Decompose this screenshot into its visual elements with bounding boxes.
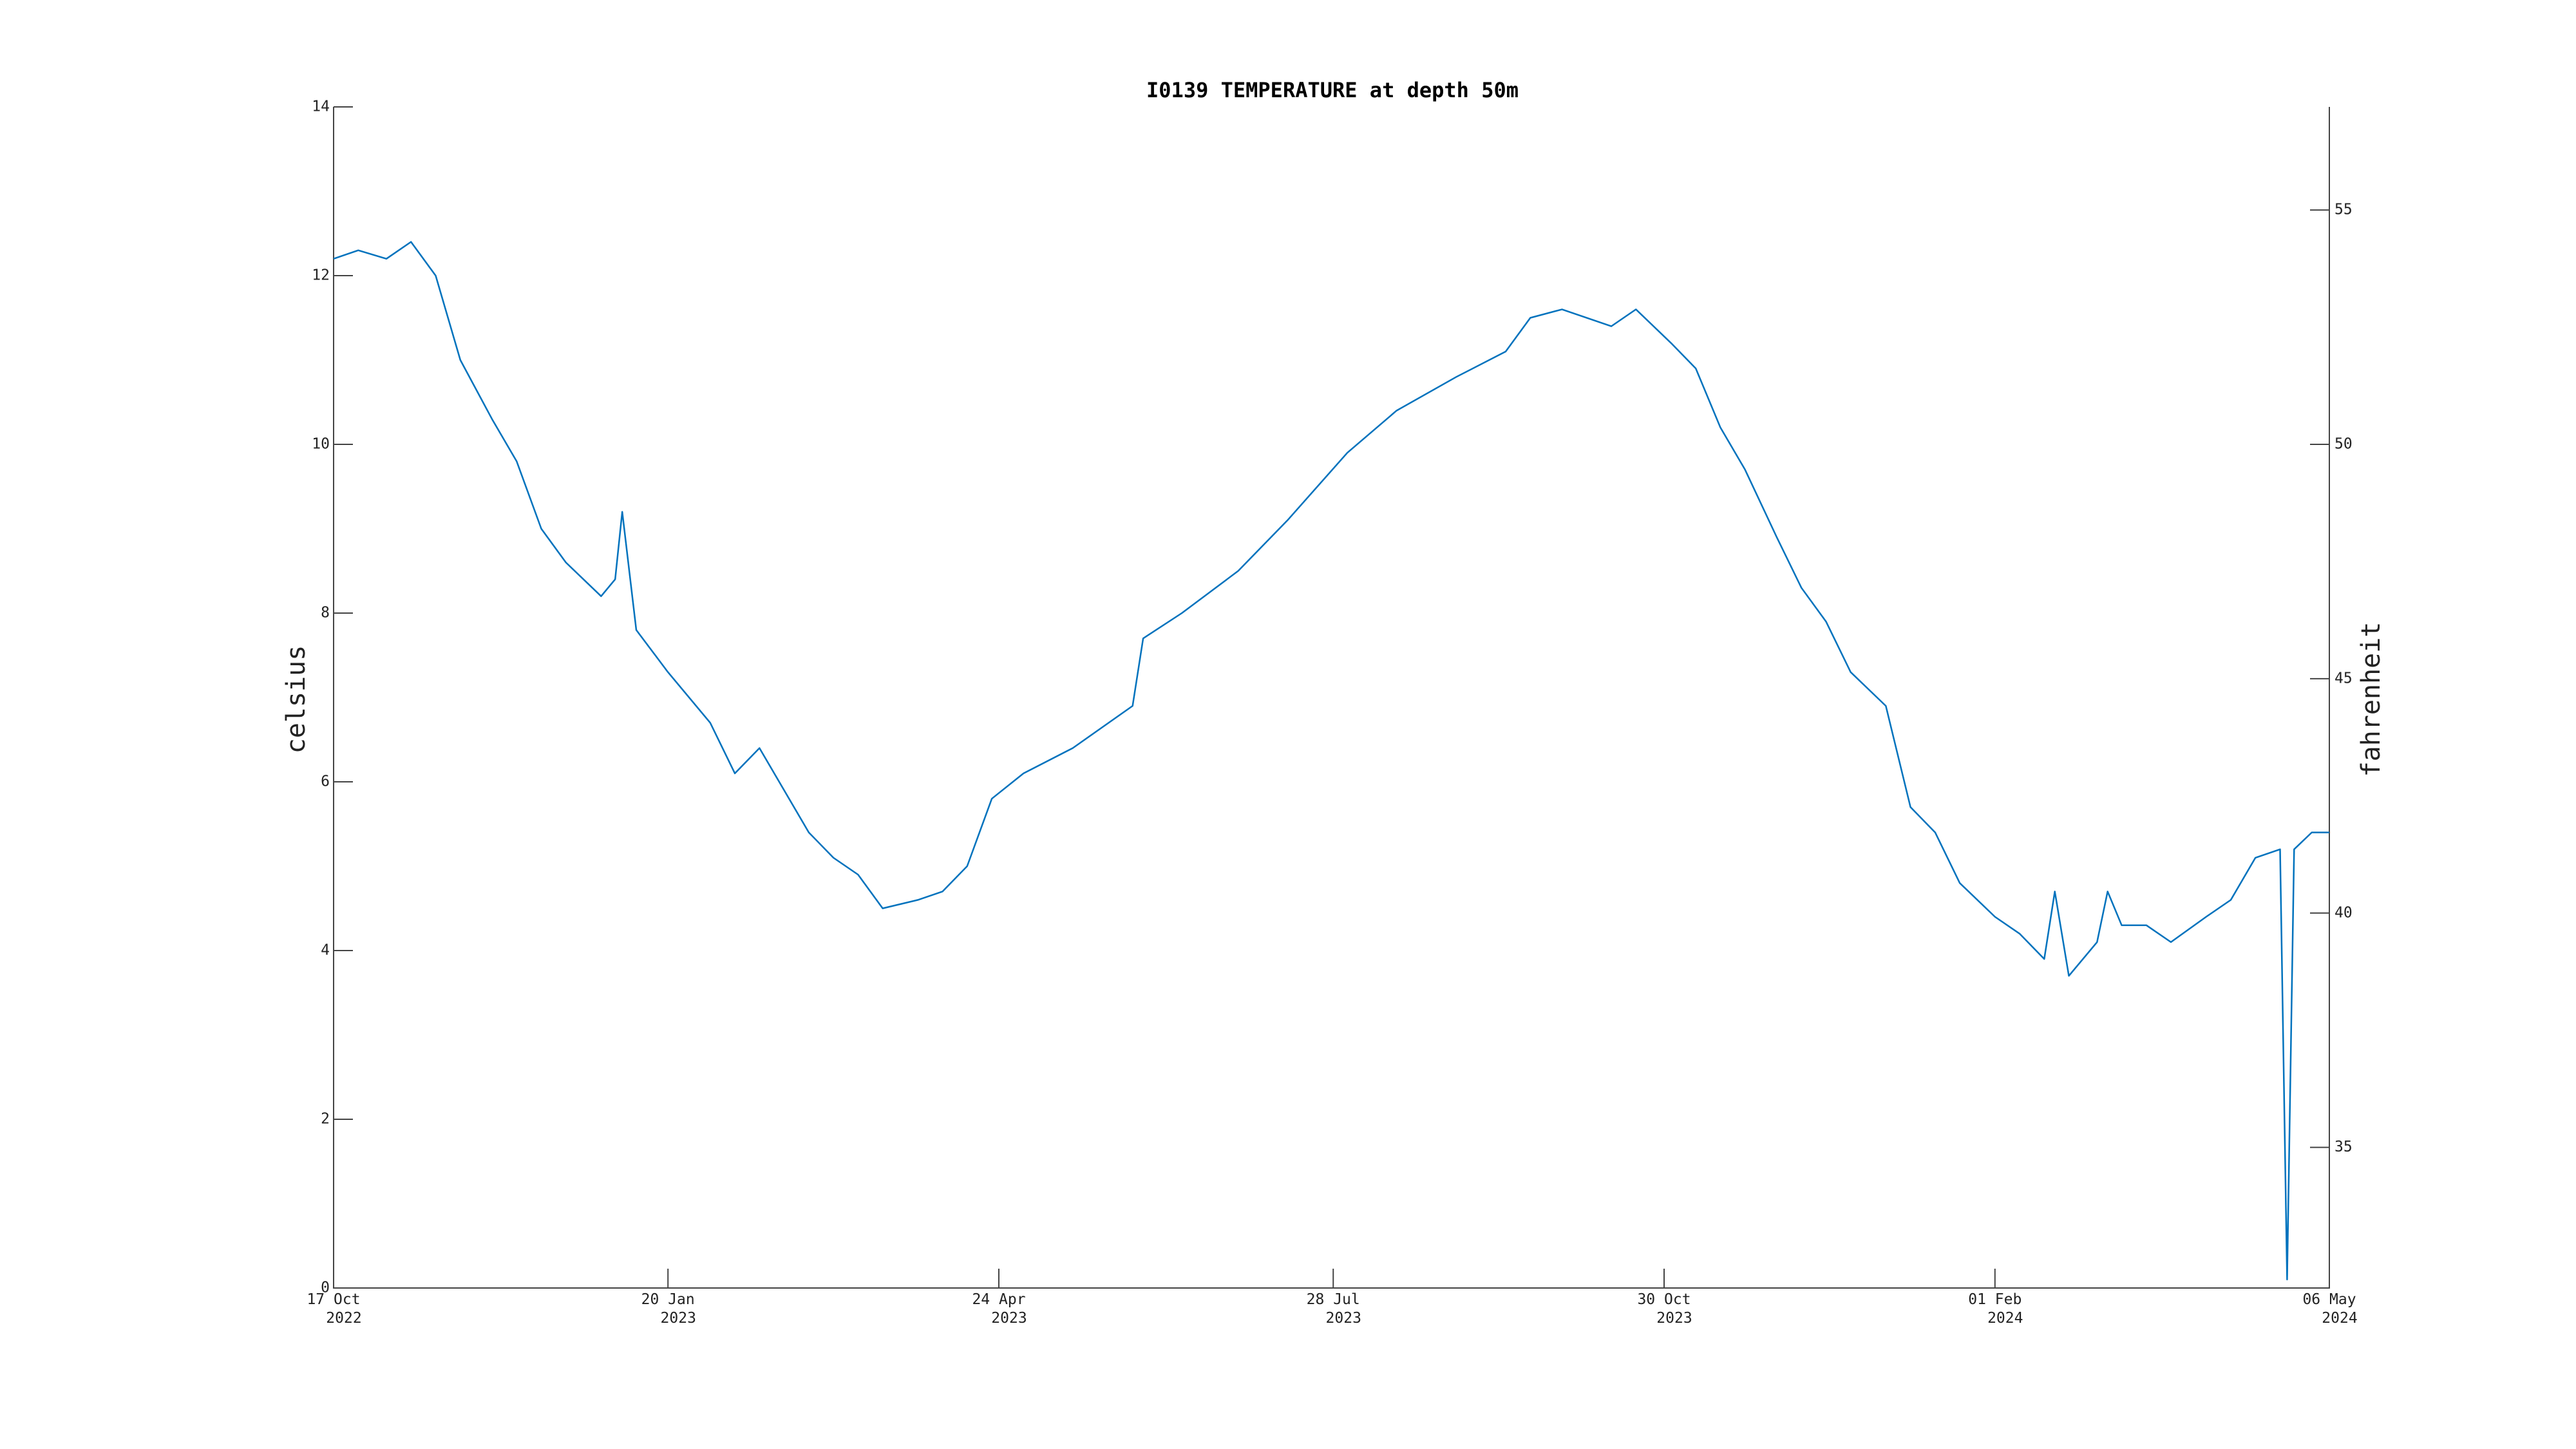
x-tick-label: 17 Oct 2022 [307, 1291, 361, 1327]
x-tick-label: 01 Feb 2024 [1968, 1291, 2023, 1327]
y-tick-label: 12 [312, 267, 330, 284]
y2-axis-label: fahrenheit [2356, 622, 2386, 777]
x-tick-label: 24 Apr 2023 [972, 1291, 1027, 1327]
y-tick-label: 10 [312, 436, 330, 453]
y2-tick-label: 45 [2334, 670, 2353, 687]
y2-tick-label: 40 [2334, 904, 2353, 921]
data-line [333, 241, 2329, 1281]
x-tick-label: 28 Jul 2023 [1307, 1291, 1361, 1327]
y2-tick-label: 35 [2334, 1139, 2353, 1155]
y-tick-label: 14 [312, 99, 330, 115]
y-tick-label: 0 [321, 1280, 330, 1296]
y2-tick-label: 55 [2334, 202, 2353, 218]
x-tick-label: 20 Jan 2023 [641, 1291, 696, 1327]
axes-frame [333, 107, 2330, 1289]
y2-tick-label: 50 [2334, 436, 2353, 453]
y-tick-label: 2 [321, 1111, 330, 1128]
y-tick-label: 4 [321, 942, 330, 959]
chart-title: I0139 TEMPERATURE at depth 50m [1146, 78, 1519, 102]
y-tick-label: 8 [321, 605, 330, 621]
x-tick-label: 30 Oct 2023 [1637, 1291, 1692, 1327]
y-tick-label: 6 [321, 773, 330, 790]
y-axis-label: celsius [281, 645, 311, 754]
x-tick-label: 06 May 2024 [2302, 1291, 2357, 1327]
